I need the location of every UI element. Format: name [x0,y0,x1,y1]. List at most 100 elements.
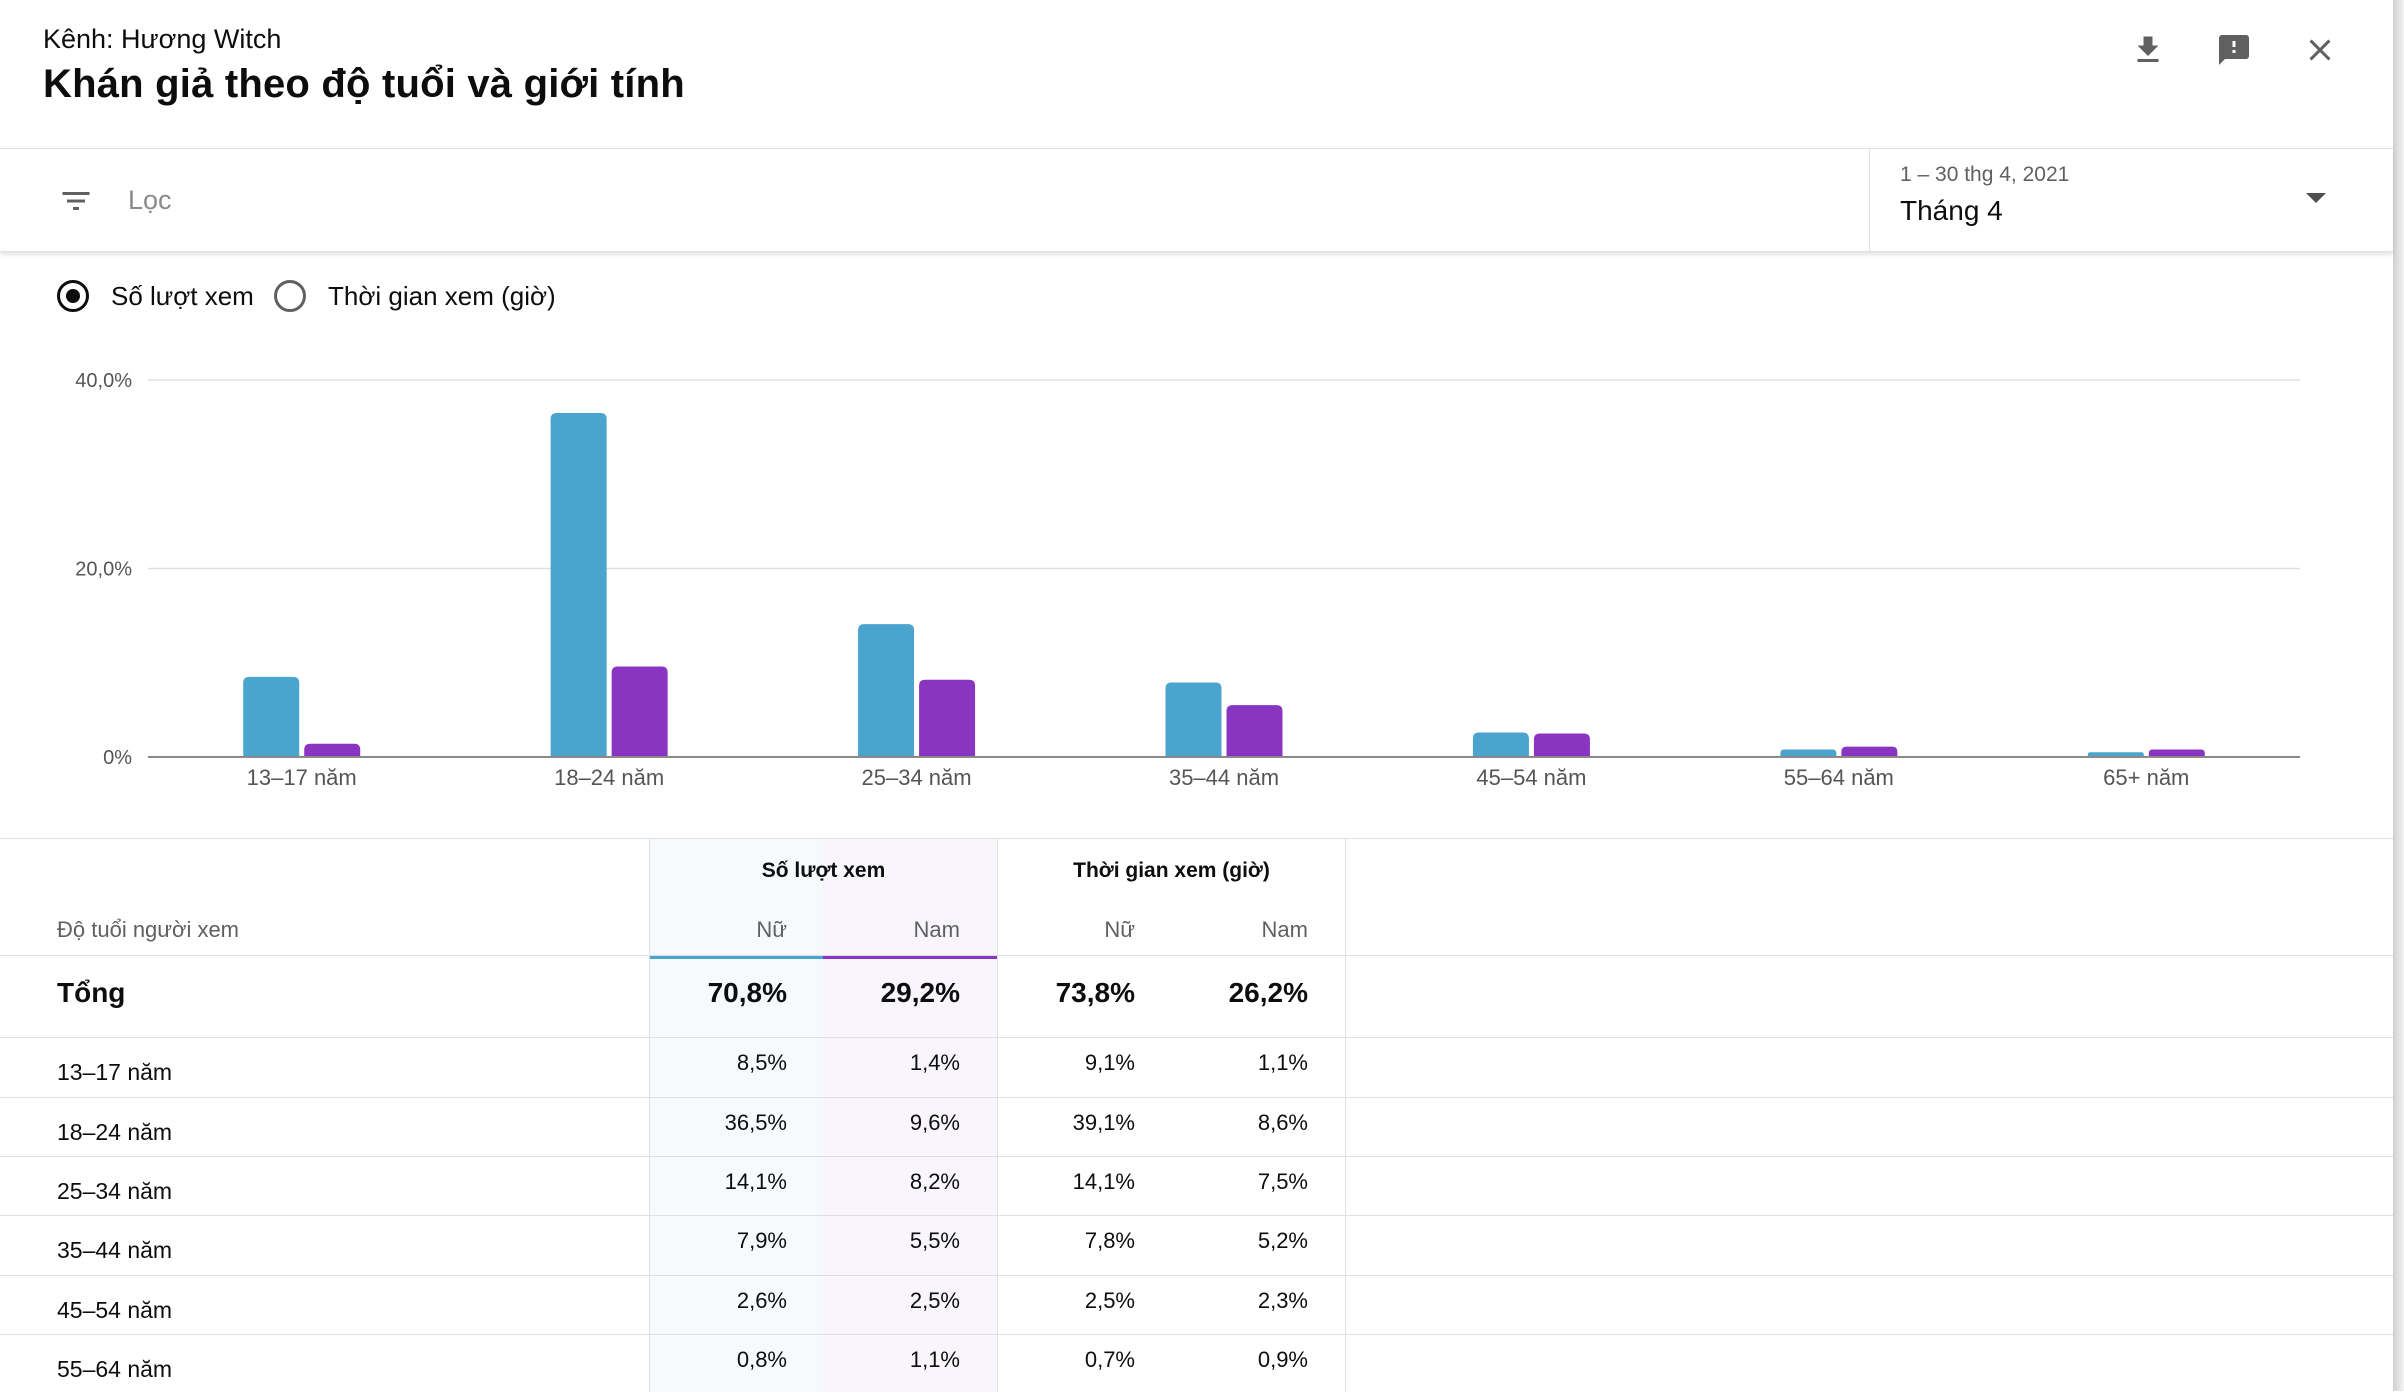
total-female-views: 70,8% [707,977,787,1008]
x-tick-label: 45–54 năm [1476,765,1586,790]
radio-views[interactable]: Số lượt xem [57,280,254,312]
bar-male [919,679,976,757]
download-button[interactable] [2120,22,2176,78]
cell-value: 0,7% [1084,1347,1135,1372]
row-divider [0,1334,2393,1335]
close-icon [2309,39,2331,61]
group-header-watch-time[interactable]: Thời gian xem (giờ) [1073,859,1270,882]
download-icon [2137,36,2159,62]
male-color-underline [823,955,997,959]
female-color-underline [650,955,823,959]
x-tick-label: 18–24 năm [554,765,664,790]
page-title: Khán giả theo độ tuổi và giới tính [43,62,685,106]
cell-value: 0,9% [1257,1347,1308,1372]
table-row: 25–34 năm 14,1% 8,2% 14,1% 7,5% [0,1157,2393,1216]
radio-watch-time[interactable]: Thời gian xem (giờ) [274,280,556,312]
cell-value: 7,9% [736,1228,787,1253]
date-range-value: Tháng 4 [1900,195,2003,226]
close-button[interactable] [2292,22,2348,78]
bar-female [1165,682,1222,757]
cell-value: 7,8% [1084,1228,1135,1253]
total-male-watch: 26,2% [1228,977,1308,1008]
filter-icon [62,192,90,210]
subheader-female-watch[interactable]: Nữ [1104,917,1135,942]
cell-value: 0,8% [736,1347,787,1372]
total-label: Tổng [57,977,126,1008]
radio-checked-icon [57,280,89,312]
cell-value: 36,5% [724,1110,787,1135]
table-row: 13–17 năm 8,5% 1,4% 9,1% 1,1% [0,1038,2393,1097]
radio-unchecked-icon [274,280,306,312]
cell-value: 8,6% [1257,1110,1308,1135]
y-tick-label: 20,0% [75,559,132,581]
cell-value: 14,1% [1072,1169,1135,1194]
row-divider [0,1156,2393,1157]
bar-female [2087,752,2144,757]
feedback-icon [2219,35,2249,65]
column-divider [1345,839,1346,1392]
filter-bar: 1 – 30 thg 4, 2021 Tháng 4 [0,148,2393,252]
feedback-button[interactable] [2206,22,2262,78]
row-divider [0,1037,2393,1038]
cell-value: 5,2% [1257,1228,1308,1253]
subheader-male-views[interactable]: Nam [913,917,960,942]
row-age-label: 45–54 năm [57,1297,173,1323]
table-row: 55–64 năm 0,8% 1,1% 0,7% 0,9% [0,1335,2393,1394]
cell-value: 1,4% [909,1050,960,1075]
divider [1869,149,1870,251]
age-gender-bar-chart: 0% 20,0% 40,0% 13–17 năm 18–24 năm 25–34 năm 3… [75,370,2300,790]
bar-female [858,624,915,757]
row-age-label: 55–64 năm [57,1356,173,1382]
bar-male [1841,746,1898,757]
page-edge-shadow [2393,0,2404,1391]
age-gender-table: Số lượt xem Thời gian xem (giờ) Độ tuổi … [0,838,2393,1392]
cell-value: 1,1% [1257,1050,1308,1075]
row-age-label: 13–17 năm [57,1059,173,1085]
cell-value: 2,5% [1084,1288,1135,1313]
bar-male [1226,705,1283,757]
cell-value: 1,1% [909,1347,960,1372]
total-female-watch: 73,8% [1055,977,1135,1008]
bar-female [1780,749,1837,757]
filter-input[interactable] [126,177,1830,223]
row-age-label: 25–34 năm [57,1178,173,1204]
date-range-dropdown[interactable]: 1 – 30 thg 4, 2021 Tháng 4 [1869,149,2393,251]
x-tick-label: 25–34 năm [862,765,972,790]
cell-value: 14,1% [724,1169,787,1194]
cell-value: 8,5% [736,1050,787,1075]
subheader-female-views[interactable]: Nữ [756,917,787,942]
column-divider [997,839,998,1392]
bar-male [304,743,361,757]
age-column-header: Độ tuổi người xem [57,917,240,942]
cell-value: 2,6% [736,1288,787,1313]
column-highlight-female [650,839,823,1392]
bar-male [2148,749,2205,757]
subheader-male-watch[interactable]: Nam [1261,917,1308,942]
cell-value: 8,2% [909,1169,960,1194]
channel-name: Kênh: Hương Witch [43,24,282,54]
column-highlight-male [823,839,997,1392]
table-row: 35–44 năm 7,9% 5,5% 7,8% 5,2% [0,1216,2393,1275]
x-tick-label: 35–44 năm [1169,765,1279,790]
bar-male [611,666,668,757]
cell-value: 2,5% [909,1288,960,1313]
bar-female [550,412,607,757]
cell-value: 9,6% [909,1110,960,1135]
bar-female [1472,732,1529,757]
cell-value: 2,3% [1257,1288,1308,1313]
x-tick-label: 65+ năm [2103,765,2189,790]
row-age-label: 18–24 năm [57,1119,173,1145]
bar-female [243,676,300,757]
date-range-label: 1 – 30 thg 4, 2021 [1900,163,2070,186]
column-divider [649,839,650,1392]
row-age-label: 35–44 năm [57,1237,173,1263]
y-tick-label: 0% [103,747,132,769]
cell-value: 7,5% [1257,1169,1308,1194]
chevron-down-icon [2306,193,2326,203]
group-header-views[interactable]: Số lượt xem [761,859,886,882]
row-divider [0,1215,2393,1216]
total-male-views: 29,2% [880,977,960,1008]
table-row: 45–54 năm 2,6% 2,5% 2,5% 2,3% [0,1276,2393,1335]
row-divider [0,955,2393,956]
